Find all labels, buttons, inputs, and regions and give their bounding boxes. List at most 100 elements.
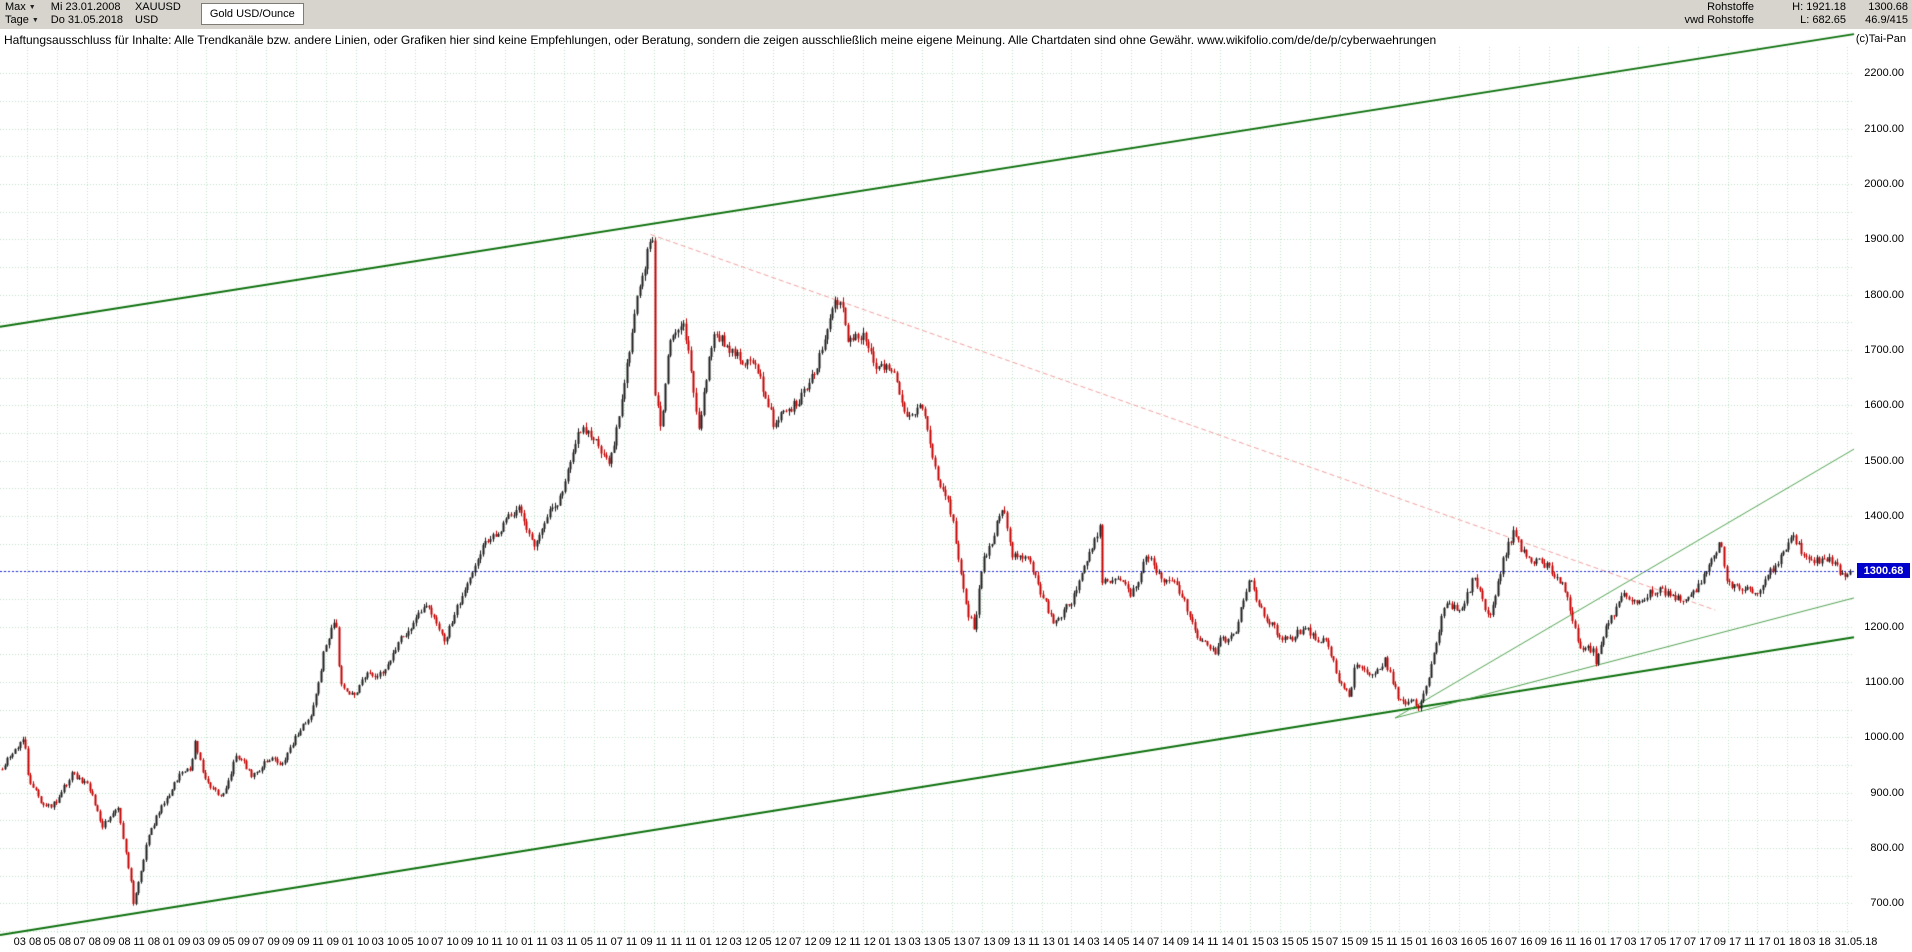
x-axis-label: 05 17 [1654, 936, 1682, 948]
price-chart-canvas[interactable] [0, 29, 1912, 952]
x-axis-label: 03 18 [1803, 936, 1831, 948]
x-axis-label: 01 14 [1057, 936, 1086, 948]
x-axis-label: 07 10 [431, 936, 459, 948]
low-value: L: 682.65 [1800, 14, 1846, 26]
chevron-down-icon: ▼ [31, 17, 39, 24]
y-axis-label: 2000.00 [1864, 178, 1904, 191]
last-price-tag: 1300.68 [1857, 563, 1910, 578]
x-axis-label: 09 11 [640, 936, 668, 948]
period-dropdown-label: Tage [5, 14, 29, 26]
period-dropdown[interactable]: Tage ▼ [5, 14, 39, 27]
high-value: H: 1921.18 [1792, 1, 1846, 13]
y-axis-label: 1400.00 [1864, 510, 1904, 523]
y-axis-label: 1000.00 [1864, 731, 1904, 744]
y-axis-label: 700.00 [1870, 897, 1904, 910]
x-axis-label: 11 15 [1386, 936, 1413, 948]
y-axis-label: 1200.00 [1864, 620, 1904, 633]
x-axis-label: 07 13 [968, 936, 996, 948]
x-axis-label: 09 15 [1355, 936, 1384, 948]
x-axis-label: 11 16 [1565, 936, 1592, 948]
x-axis-label: 01 11 [521, 936, 548, 948]
x-axis-label: 03 12 [729, 936, 758, 948]
y-axis-label: 2200.00 [1864, 67, 1904, 80]
y-axis-label: 1600.00 [1864, 399, 1904, 412]
x-axis-label: 03 17 [1624, 936, 1652, 948]
x-axis-label: 01 12 [699, 936, 728, 948]
x-axis-label: 01 16 [1415, 936, 1444, 948]
x-axis-label: 09 12 [818, 936, 847, 948]
stats-row-high: Rohstoffe H: 1921.18 1300.68 [1642, 1, 1908, 14]
toolbar-right: Rohstoffe H: 1921.18 1300.68 vwd Rohstof… [1642, 1, 1908, 27]
x-axis-label: 07 17 [1683, 936, 1712, 948]
y-axis-label: 1900.00 [1864, 233, 1904, 246]
category-label: Rohstoffe [1707, 1, 1754, 13]
y-axis-label: 2100.00 [1864, 122, 1904, 135]
x-axis-label: 07 16 [1504, 936, 1533, 948]
x-axis-label: 09 10 [461, 936, 489, 948]
x-axis-label: 05 09 [222, 936, 250, 948]
chart-end-date: Do 31.05.2018 [50, 14, 123, 26]
x-axis-label: 07 11 [610, 936, 638, 948]
x-axis-label: 01 17 [1594, 936, 1622, 948]
x-axis-label: 03 16 [1445, 936, 1473, 948]
x-axis-label: 03 15 [1266, 936, 1294, 948]
x-axis-label: 09 09 [282, 936, 310, 948]
x-axis-label: 05 14 [1117, 936, 1145, 948]
feed-label: vwd Rohstoffe [1684, 14, 1754, 26]
x-axis-label: 09 16 [1534, 936, 1563, 948]
x-axis-label: 05 15 [1296, 936, 1324, 948]
symbol-column: XAUUSD USD [135, 1, 181, 27]
x-axis-end-label: 31.05.18 [1834, 936, 1878, 948]
toolbar: Max ▼ Tage ▼ Mi 23.01.2008 Do 31.05.2018… [0, 0, 1912, 30]
x-axis-label: 11 12 [849, 936, 876, 948]
y-axis-label: 1700.00 [1864, 344, 1904, 357]
x-axis-label: 05 16 [1475, 936, 1503, 948]
x-axis-label: 01 13 [878, 936, 907, 948]
x-axis-label: 07 14 [1147, 936, 1175, 948]
stats-row-low: vwd Rohstoffe L: 682.65 46.9/415 [1642, 14, 1908, 27]
x-axis-label: 05 10 [401, 936, 429, 948]
x-axis-label: 09 17 [1713, 936, 1742, 948]
x-axis-label: 01 10 [341, 936, 370, 948]
currency-label: USD [134, 14, 159, 26]
x-axis-label: 07 09 [252, 936, 280, 948]
date-column: Mi 23.01.2008 Do 31.05.2018 [51, 1, 123, 27]
x-axis-label: 05 08 [43, 936, 72, 948]
y-axis-label: 1100.00 [1865, 676, 1904, 689]
x-axis-label: 07 15 [1326, 936, 1354, 948]
x-axis-label: 11 13 [1028, 936, 1055, 948]
y-axis-label: 800.00 [1870, 842, 1904, 855]
x-axis-label: 05 11 [580, 936, 608, 948]
range-dropdown[interactable]: Max ▼ [5, 1, 39, 14]
x-axis-label: 03 14 [1087, 936, 1115, 948]
timeframe-column: Max ▼ Tage ▼ [5, 1, 39, 27]
instrument-title: Gold USD/Ounce [200, 3, 304, 25]
x-axis-label: 11 09 [312, 936, 340, 948]
x-axis-label: 05 12 [759, 936, 787, 948]
x-axis-label: 01 09 [162, 936, 191, 948]
last-price-header: 1300.68 [1868, 1, 1908, 13]
x-axis-label: 07 08 [73, 936, 101, 948]
x-axis-label: 07 12 [789, 936, 817, 948]
x-axis-label: 09 13 [997, 936, 1026, 948]
x-axis-label: 09 08 [103, 936, 131, 948]
y-axis-label: 1800.00 [1864, 288, 1904, 301]
copyright-label: (c)Tai-Pan [1855, 33, 1906, 45]
x-axis-label: 11 14 [1207, 936, 1234, 948]
x-axis-label: 03 13 [908, 936, 936, 948]
x-axis-label: 01 15 [1236, 936, 1265, 948]
chevron-down-icon: ▼ [28, 4, 36, 11]
x-axis-label: 05 13 [938, 936, 966, 948]
chart-start-date: Mi 23.01.2008 [50, 1, 121, 13]
range-dropdown-label: Max [5, 1, 26, 13]
y-axis-label: 1500.00 [1864, 454, 1904, 467]
x-axis-label: 11 11 [670, 936, 697, 948]
x-axis-label: 11 17 [1744, 936, 1771, 948]
chart-area: Haftungsausschluss für Inhalte: Alle Tre… [0, 29, 1912, 952]
x-axis-label: 11 08 [133, 936, 161, 948]
range-stat: 46.9/415 [1865, 14, 1908, 26]
toolbar-left: Max ▼ Tage ▼ Mi 23.01.2008 Do 31.05.2018… [5, 1, 304, 27]
x-axis-label: 09 14 [1176, 936, 1205, 948]
x-axis-label: 01 18 [1773, 936, 1801, 948]
